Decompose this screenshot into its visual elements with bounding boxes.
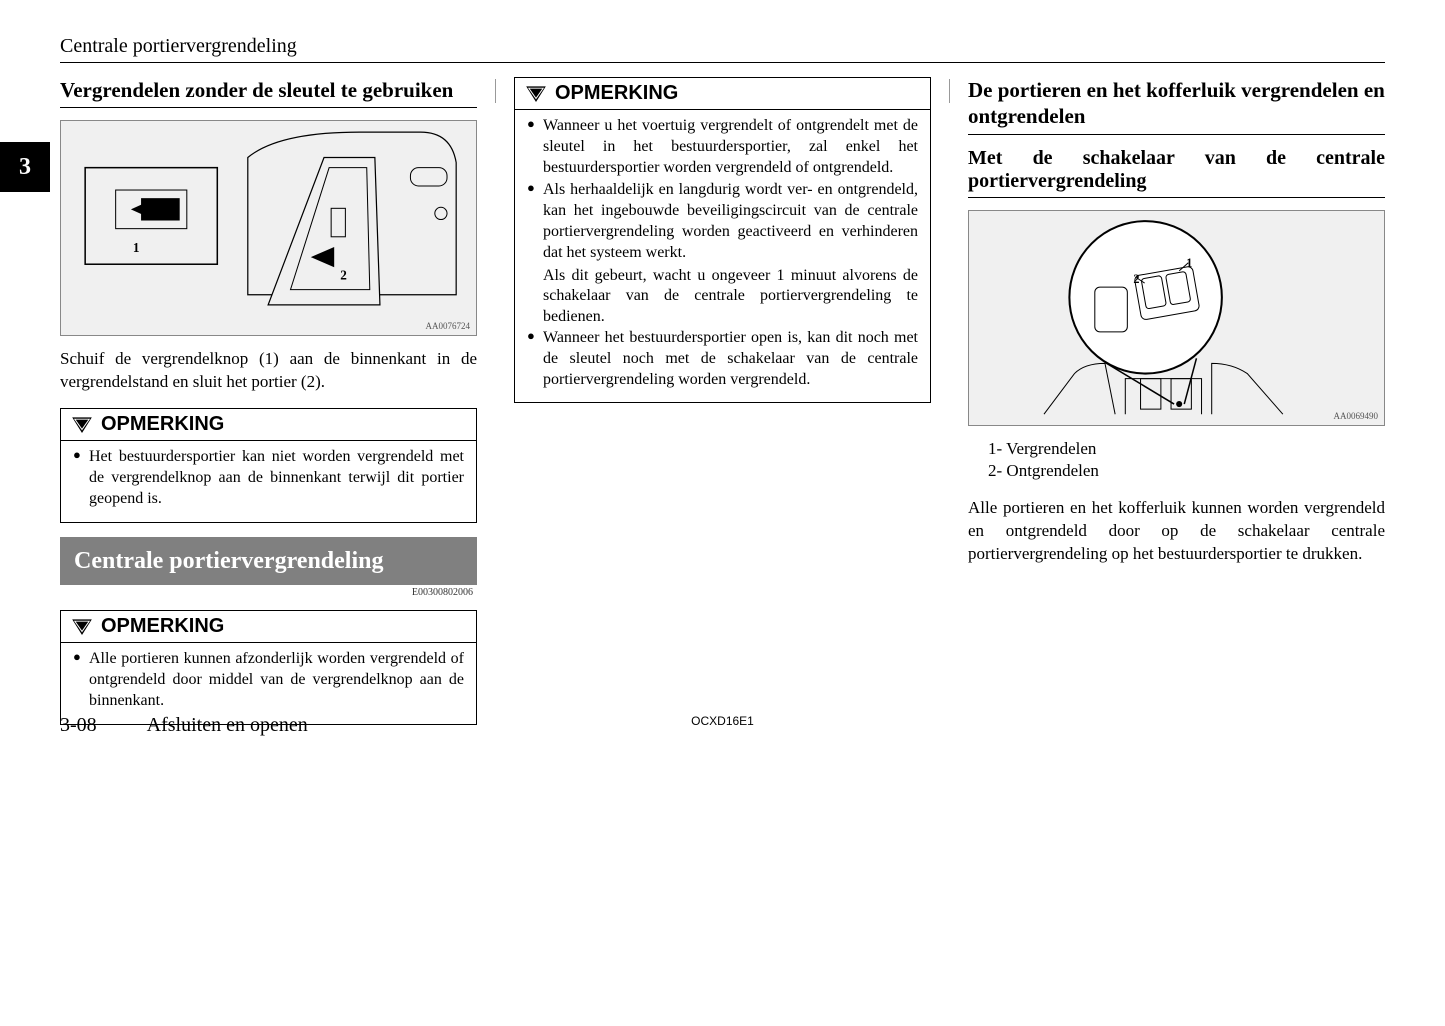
page-number: 3-08 bbox=[60, 714, 97, 737]
note-item: Wanneer het bestuurdersportier open is, … bbox=[527, 328, 918, 390]
note-icon bbox=[525, 85, 547, 103]
chapter-title: Afsluiten en openen bbox=[147, 714, 308, 737]
page-footer: 3-08 Afsluiten en openen OCXD16E1 bbox=[60, 714, 1385, 737]
running-head: Centrale portiervergrendeling bbox=[60, 35, 1385, 58]
body-paragraph: Schuif de vergrendelknop (1) aan de binn… bbox=[60, 348, 477, 394]
figure-legend: 1- Vergrendelen 2- Ontgrendelen bbox=[968, 438, 1385, 484]
note-item: Wanneer u het voertuig vergrendelt of on… bbox=[527, 116, 918, 178]
note-icon bbox=[71, 416, 93, 434]
note-box: OPMERKING Wanneer u het voertuig vergren… bbox=[514, 77, 931, 403]
figure-code: AA0076724 bbox=[426, 321, 471, 331]
note-body: Wanneer u het voertuig vergrendelt of on… bbox=[515, 110, 930, 402]
note-title: OPMERKING bbox=[555, 82, 678, 105]
car-door-illustration: 1 2 bbox=[71, 127, 465, 330]
note-body: Alle portieren kunnen afzonderlijk worde… bbox=[61, 643, 476, 723]
column-divider bbox=[949, 79, 950, 103]
svg-text:1: 1 bbox=[1187, 256, 1193, 270]
note-title: OPMERKING bbox=[101, 615, 224, 638]
note-item: Alle portieren kunnen afzonderlijk worde… bbox=[73, 649, 464, 711]
note-title: OPMERKING bbox=[101, 413, 224, 436]
manual-page: Centrale portiervergrendeling 3 Vergrend… bbox=[0, 0, 1445, 759]
note-box: OPMERKING Het bestuurdersportier kan nie… bbox=[60, 408, 477, 522]
legend-item: 1- Vergrendelen bbox=[988, 438, 1385, 461]
note-body: Het bestuurdersportier kan niet worden v… bbox=[61, 441, 476, 521]
note-head: OPMERKING bbox=[61, 409, 476, 441]
note-icon bbox=[71, 618, 93, 636]
svg-text:1: 1 bbox=[133, 240, 140, 255]
section-banner: Centrale portiervergrendeling bbox=[60, 537, 477, 586]
subheading: Met de schakelaar van de centrale portie… bbox=[968, 147, 1385, 198]
column-2: OPMERKING Wanneer u het voertuig vergren… bbox=[514, 77, 931, 739]
column-divider bbox=[495, 79, 496, 103]
page-tab: 3 bbox=[0, 142, 50, 192]
legend-item: 2- Ontgrendelen bbox=[988, 460, 1385, 483]
svg-text:2: 2 bbox=[341, 267, 348, 282]
note-head: OPMERKING bbox=[515, 78, 930, 110]
lock-switch-illustration: 1 2 bbox=[979, 216, 1373, 419]
columns: Vergrendelen zonder de sleutel te gebrui… bbox=[60, 77, 1385, 739]
note-box: OPMERKING Alle portieren kunnen afzonder… bbox=[60, 610, 477, 724]
section-heading: De portieren en het kofferluik vergrende… bbox=[968, 77, 1385, 135]
column-3: De portieren en het kofferluik vergrende… bbox=[968, 77, 1385, 739]
note-item: Het bestuurdersportier kan niet worden v… bbox=[73, 447, 464, 509]
figure-lock-switch: 1 2 AA0069490 bbox=[968, 210, 1385, 426]
note-continuation: Als dit gebeurt, wacht u ongeveer 1 minu… bbox=[527, 266, 918, 328]
banner-code: E00300802006 bbox=[60, 585, 477, 598]
note-item: Als herhaaldelijk en langdurig wordt ver… bbox=[527, 180, 918, 263]
figure-code: AA0069490 bbox=[1334, 411, 1379, 421]
figure-door-lock: 1 2 AA0076724 bbox=[60, 120, 477, 336]
head-rule bbox=[60, 62, 1385, 63]
doc-code: OCXD16E1 bbox=[691, 714, 754, 728]
column-1: Vergrendelen zonder de sleutel te gebrui… bbox=[60, 77, 477, 739]
body-paragraph: Alle portieren en het kofferluik kunnen … bbox=[968, 497, 1385, 566]
section-heading: Vergrendelen zonder de sleutel te gebrui… bbox=[60, 77, 477, 108]
note-head: OPMERKING bbox=[61, 611, 476, 643]
